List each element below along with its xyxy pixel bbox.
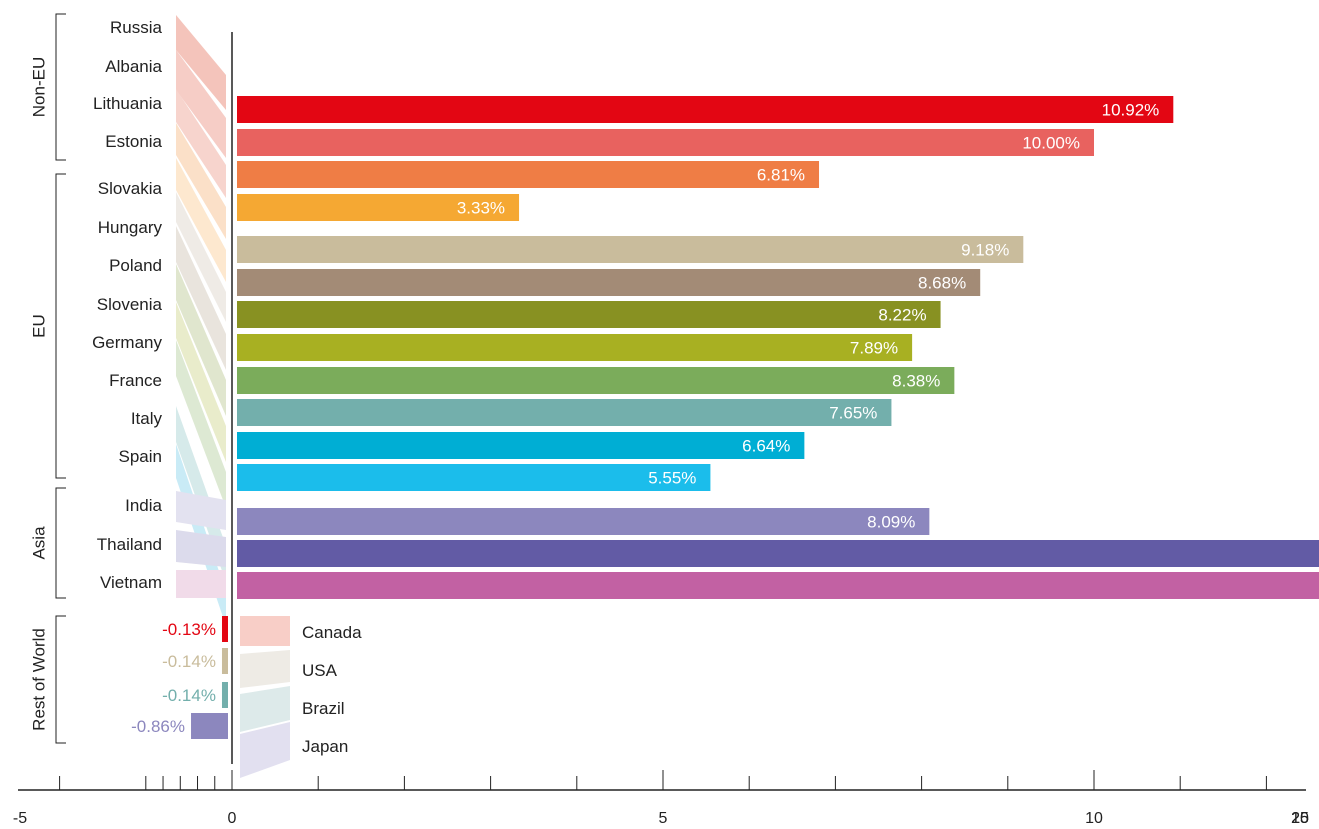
category-label-slovenia: Slovenia (97, 295, 163, 314)
connector-japan (240, 722, 290, 778)
connector-canada (240, 616, 290, 646)
x-tick-label: 10 (1085, 810, 1103, 827)
category-label-germany: Germany (92, 333, 162, 352)
category-label-thailand: Thailand (97, 535, 162, 554)
connector-brazil (240, 686, 290, 732)
x-tick-label: 0 (228, 810, 237, 827)
bar (237, 367, 955, 394)
x-tick-label: -5 (13, 810, 27, 827)
data-label: 6.81% (757, 166, 805, 185)
group-label-rest-of-world: Rest of World (29, 628, 48, 731)
connector-thailand (176, 530, 226, 567)
bar (237, 508, 930, 535)
category-label-vietnam: Vietnam (100, 573, 162, 592)
group-bracket-eu (55, 173, 66, 479)
category-label-france: France (109, 371, 162, 390)
bar (237, 540, 1319, 567)
connector-usa (240, 650, 290, 688)
group-bracket-non-eu (55, 13, 66, 161)
category-label-russia: Russia (110, 18, 163, 37)
group-label-asia: Asia (29, 526, 48, 560)
bar (237, 269, 981, 296)
group-label-eu: EU (29, 314, 48, 338)
bar (237, 432, 805, 459)
bar (237, 464, 711, 491)
data-label: 8.68% (918, 274, 966, 293)
bar (191, 713, 228, 739)
category-label-brazil: Brazil (302, 699, 345, 718)
bar (221, 648, 228, 674)
connector-lithuania (176, 89, 226, 198)
data-label: -0.14% (162, 652, 216, 671)
data-label: 8.09% (867, 513, 915, 532)
bar (222, 616, 228, 642)
category-label-poland: Poland (109, 256, 162, 275)
bar (237, 96, 1174, 123)
x-tick-label: 5 (659, 810, 668, 827)
data-label: 6.64% (742, 437, 790, 456)
connector-estonia (176, 123, 226, 239)
data-label: 10.92% (1102, 101, 1160, 120)
data-label: 8.22% (878, 306, 926, 325)
bar (237, 194, 520, 221)
connector-albania (176, 50, 226, 158)
group-label-non-eu: Non-EU (29, 57, 48, 117)
group-bracket-rest-of-world (55, 615, 66, 744)
category-label-slovakia: Slovakia (98, 179, 163, 198)
category-label-usa: USA (302, 661, 338, 680)
data-label: 10.00% (1022, 134, 1080, 153)
bar (221, 682, 228, 708)
connector-hungary (176, 192, 226, 322)
category-label-albania: Albania (105, 57, 162, 76)
category-label-italy: Italy (131, 409, 163, 428)
bar (237, 572, 1319, 599)
data-label: 5.55% (648, 469, 696, 488)
x-tick-label: 20 (1291, 810, 1309, 827)
connector-germany (176, 302, 226, 462)
connector-france (176, 340, 226, 508)
connector-poland (176, 226, 226, 370)
data-label: 8.38% (892, 372, 940, 391)
bar (237, 129, 1094, 156)
group-bracket-asia (55, 487, 66, 599)
x-tick-label: 25 (1291, 810, 1309, 827)
category-label-india: India (125, 496, 162, 515)
bar (237, 301, 941, 328)
category-label-hungary: Hungary (98, 218, 163, 237)
data-label: -0.13% (162, 620, 216, 639)
category-label-canada: Canada (302, 623, 362, 642)
x-tick-label: 15 (1291, 810, 1309, 827)
data-label: -0.14% (162, 686, 216, 705)
category-label-estonia: Estonia (105, 132, 162, 151)
data-label: 3.33% (457, 199, 505, 218)
bar (237, 334, 913, 361)
bar (237, 399, 892, 426)
connector-vietnam (176, 570, 226, 598)
connector-slovenia (176, 264, 226, 416)
connector-india (176, 491, 226, 530)
category-label-japan: Japan (302, 737, 348, 756)
bar (237, 236, 1024, 263)
category-label-lithuania: Lithuania (93, 94, 163, 113)
data-label: -0.86% (131, 717, 185, 736)
category-label-spain: Spain (119, 447, 162, 466)
data-label: 9.18% (961, 241, 1009, 260)
data-label: 7.65% (829, 404, 877, 423)
data-label: 7.89% (850, 339, 898, 358)
connector-russia (176, 15, 226, 110)
connector-slovakia (176, 158, 226, 282)
bar (237, 161, 820, 188)
